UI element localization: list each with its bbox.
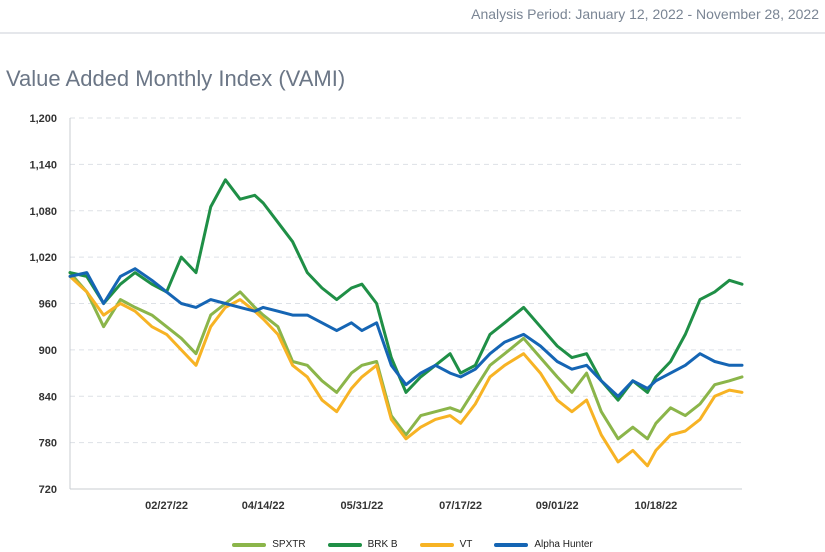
- legend-swatch: [419, 542, 454, 547]
- x-tick-label: 09/01/22: [536, 500, 579, 512]
- legend-swatch: [232, 542, 267, 547]
- y-tick-label: 900: [39, 345, 57, 357]
- y-tick-label: 1,020: [29, 252, 57, 264]
- legend-label: BRK B: [367, 539, 398, 550]
- header-divider: [0, 32, 825, 34]
- legend-item[interactable]: Alpha Hunter: [494, 539, 593, 550]
- legend-label: Alpha Hunter: [534, 539, 593, 550]
- y-tick-label: 720: [39, 484, 57, 496]
- analysis-period: Analysis Period: January 12, 2022 - Nove…: [471, 6, 819, 22]
- series-line-alpha-hunter: [68, 267, 744, 398]
- y-tick-label: 780: [39, 438, 57, 450]
- x-tick-label: 05/31/22: [340, 500, 383, 512]
- axes: 1,200 1,140 1,080 1,020 960 900 840 780 720 02/27…: [29, 113, 742, 512]
- legend-swatch: [494, 542, 529, 547]
- x-tick-label: 10/18/22: [634, 500, 677, 512]
- y-tick-label: 1,200: [29, 113, 57, 125]
- series-line-spxtr: [68, 271, 744, 441]
- legend-item[interactable]: VT: [419, 539, 473, 550]
- x-tick-label: 07/17/22: [439, 500, 482, 512]
- y-tick-label: 840: [39, 391, 57, 403]
- legend-label: VT: [459, 539, 473, 550]
- series-lines: [68, 178, 744, 468]
- series-line-vt: [68, 274, 744, 468]
- y-tick-label: 960: [39, 299, 57, 311]
- y-tick-label: 1,080: [29, 206, 57, 218]
- legend-item[interactable]: SPXTR: [232, 539, 306, 550]
- x-tick-label: 02/27/22: [145, 500, 188, 512]
- legend-item[interactable]: BRK B: [327, 539, 398, 550]
- chart-title: Value Added Monthly Index (VAMI): [6, 66, 346, 91]
- legend-swatch: [327, 542, 362, 547]
- legend-label: SPXTR: [272, 539, 306, 550]
- chart-legend: SPXTR BRK B VT Alpha Hunter: [0, 539, 825, 550]
- series-line-brk-b: [68, 178, 744, 402]
- y-tick-label: 1,140: [29, 159, 57, 171]
- x-tick-label: 04/14/22: [242, 500, 285, 512]
